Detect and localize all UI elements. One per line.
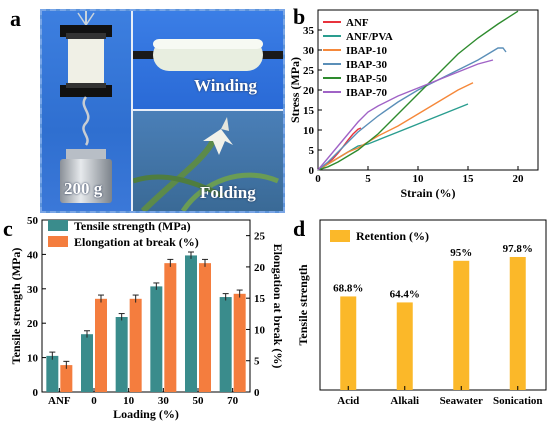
y-axis-label: Stress (MPa) — [290, 57, 302, 123]
legend-label: Tensile strength (MPa) — [74, 219, 191, 233]
y-tick-label: 40 — [27, 249, 39, 261]
photo-folding — [132, 111, 283, 211]
retention-bar — [396, 302, 413, 390]
elongation-bar — [164, 263, 177, 392]
y-right-tick-label: 25 — [254, 231, 266, 243]
retention-bar — [340, 296, 357, 390]
weight-illustration — [60, 11, 112, 203]
x-axis-label: Loading (%) — [113, 407, 179, 421]
panel-letter-c: c — [3, 216, 13, 241]
x-tick-label: ANF — [48, 395, 71, 407]
y-tick-label: 10 — [27, 353, 39, 365]
y-tick-label: 0 — [309, 165, 315, 177]
x-tick-label: 10 — [123, 395, 135, 407]
photo-panel: 200 g Winding Folding — [40, 9, 285, 213]
data-label: 68.8% — [333, 282, 363, 294]
x-tick-label: Seawater — [440, 395, 483, 407]
legend-label: IBAP-50 — [346, 73, 387, 85]
y-tick-label: 0 — [33, 387, 39, 399]
y-right-tick-label: 5 — [254, 356, 260, 368]
legend-label: IBAP-70 — [346, 87, 387, 99]
stress-strain-chart: b 0 5 10 15 20 0 5 10 15 20 25 30 35 Strain (%) Stress … — [290, 4, 539, 200]
elongation-bar — [129, 298, 142, 392]
x-tick-label: 15 — [463, 173, 475, 185]
y-tick-label: 20 — [27, 318, 39, 330]
panel-letter-a: a — [10, 6, 21, 31]
x-tick-label: 50 — [193, 395, 205, 407]
winding-label: Winding — [194, 76, 258, 95]
winding-illustration — [133, 39, 283, 71]
panel-letter-b: b — [293, 4, 305, 29]
x-tick-label: Sonication — [493, 395, 543, 407]
tensile-bar — [219, 297, 232, 392]
folding-illustration — [132, 117, 279, 211]
x-tick-label: 70 — [227, 395, 239, 407]
x-tick-label: 0 — [315, 173, 321, 185]
y-tick-label: 30 — [303, 45, 315, 57]
tensile-bar — [185, 255, 197, 392]
x-tick-label: 5 — [365, 173, 371, 185]
photo-divider-horizontal — [133, 109, 283, 111]
x-tick-label: 0 — [91, 395, 97, 407]
y-tick-label: 15 — [303, 105, 315, 117]
y-tick-label: 30 — [27, 284, 39, 296]
tensile-bar — [115, 317, 128, 392]
retention-bar — [453, 260, 470, 390]
elongation-bar — [60, 365, 73, 392]
folding-label: Folding — [200, 183, 256, 202]
plot-frame — [41, 219, 251, 393]
panel-letter-d: d — [293, 216, 305, 241]
tensile-elongation-chart: c 0 10 20 30 40 50 0 5 10 15 20 25 ANF 0 10 30 50 70 Loadin… — [3, 215, 285, 421]
y-tick-label: 50 — [27, 215, 39, 227]
series-line-ibap-10 — [317, 82, 474, 171]
tensile-bar — [81, 334, 93, 392]
x-tick-label: Alkali — [390, 395, 419, 407]
x-tick-label: 10 — [413, 173, 425, 185]
y-tick-label: 25 — [303, 65, 315, 77]
series-line-ibap-30 — [317, 47, 507, 171]
y-tick-label: 20 — [303, 85, 315, 97]
y-right-tick-label: 10 — [254, 324, 266, 336]
legend-swatch — [330, 230, 350, 242]
data-label: 95% — [450, 247, 472, 259]
legend-label: ANF/PVA — [346, 31, 393, 43]
legend-label: IBAP-30 — [346, 59, 387, 71]
tensile-bar — [46, 355, 59, 392]
y-right-tick-label: 15 — [254, 293, 266, 305]
retention-chart: d 68.8% Acid 64.4% Alkali 95% Seawater 97.8% Son… — [293, 216, 547, 407]
elongation-bar — [233, 293, 246, 392]
tensile-bar — [150, 286, 163, 392]
elongation-bar — [95, 298, 107, 392]
y-axis-label: Tensile strength (MPa) — [9, 248, 23, 365]
legend-swatch — [48, 220, 68, 231]
y-right-axis-label: Elongation at break (%) — [271, 244, 285, 369]
y-right-tick-label: 0 — [254, 387, 260, 399]
y-tick-label: 5 — [309, 145, 315, 157]
y-tick-label: 35 — [303, 25, 315, 37]
photo-divider-vertical — [131, 11, 133, 211]
retention-bar — [509, 256, 526, 390]
y-tick-label: 10 — [303, 125, 315, 137]
series-line-ibap-50 — [317, 10, 519, 171]
weight-label: 200 g — [64, 179, 103, 198]
x-axis-label: Strain (%) — [401, 186, 456, 200]
x-tick-label: 30 — [158, 395, 170, 407]
y-axis-label: Tensile strength — [296, 264, 310, 345]
photo-hanging-weight — [42, 11, 131, 211]
y-right-tick-label: 20 — [254, 262, 266, 274]
elongation-bar — [199, 263, 211, 392]
x-tick-label: Acid — [337, 395, 359, 407]
x-tick-label: 20 — [513, 173, 525, 185]
legend-label: Retention (%) — [356, 229, 429, 243]
data-label: 97.8% — [503, 243, 533, 255]
photo-winding — [133, 11, 283, 109]
legend-label: IBAP-10 — [346, 45, 387, 57]
legend-label: Elongation at break (%) — [74, 235, 199, 249]
series-line-ibap-70 — [317, 59, 494, 171]
data-label: 64.4% — [390, 288, 420, 300]
plot-frame — [319, 219, 547, 391]
legend-swatch — [48, 236, 68, 247]
legend-label: ANF — [346, 17, 369, 29]
